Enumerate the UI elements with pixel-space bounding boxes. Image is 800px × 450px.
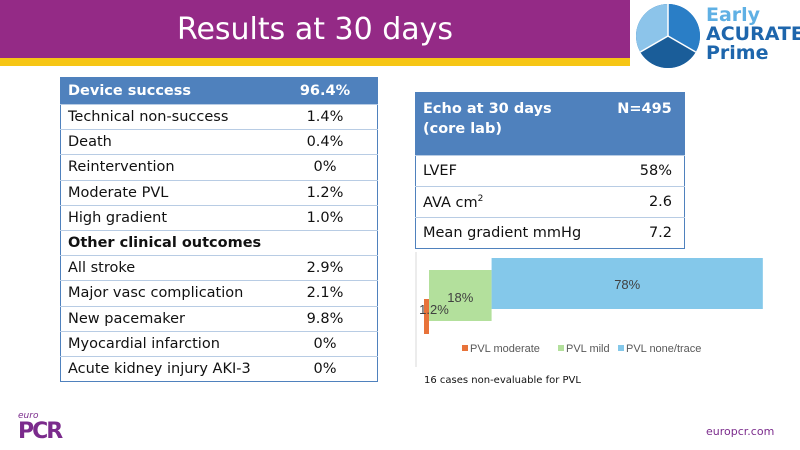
row-label-text: AVA cm — [423, 194, 478, 211]
table-row: High gradient 1.0% — [60, 204, 378, 231]
row-value: 2.9% — [273, 255, 378, 281]
website-link[interactable]: europcr.com — [706, 425, 775, 438]
early-acurate-prime-logo: Early ACURATE Prime — [634, 2, 800, 70]
header-value: 96.4% — [273, 77, 378, 105]
legend-swatch — [462, 345, 468, 351]
logo-line-early: Early — [706, 4, 761, 26]
row-label: Reintervention — [60, 154, 273, 181]
section-label: Other clinical outcomes — [60, 229, 273, 256]
row-label: AVA cm2 — [415, 186, 605, 218]
row-label: New pacemaker — [60, 305, 273, 332]
header-label: Device success — [60, 77, 273, 105]
legend-label: PVL mild — [566, 343, 610, 355]
legend-label: PVL moderate — [470, 343, 540, 355]
row-value: 0.4% — [273, 129, 378, 155]
echo-header-value: N=495 — [605, 92, 685, 156]
row-label: LVEF — [415, 155, 605, 187]
row-value: 1.4% — [273, 103, 378, 130]
legend-swatch — [618, 345, 624, 351]
row-value: 58% — [605, 155, 685, 187]
table-row: Mean gradient mmHg 7.2 — [415, 217, 685, 249]
data-label: 1.2% — [419, 302, 449, 317]
europcr-logo: euro PCR — [18, 411, 63, 444]
legend-label: PVL none/trace — [626, 343, 701, 355]
table-row: Death 0.4% — [60, 129, 378, 155]
logo-euro-text: euro — [18, 411, 39, 421]
title-bar — [0, 0, 630, 58]
table-row: Moderate PVL 1.2% — [60, 179, 378, 206]
row-label: Technical non-success — [60, 103, 273, 130]
row-label: Acute kidney injury AKI-3 — [60, 355, 273, 382]
row-value: 9.8% — [273, 305, 378, 332]
row-value: 2.6 — [605, 186, 685, 218]
logo-line-prime: Prime — [706, 42, 769, 64]
data-label: 78% — [614, 277, 640, 292]
table-header-row: Device success 96.4% — [60, 77, 378, 105]
row-value: 1.0% — [273, 204, 378, 231]
table-row: LVEF 58% — [415, 155, 685, 187]
row-value: 7.2 — [605, 217, 685, 249]
bar-pvl-none-trace — [491, 258, 763, 309]
row-label: All stroke — [60, 255, 273, 281]
echo-header-row: Echo at 30 days (core lab) N=495 — [415, 92, 685, 156]
row-value: 1.2% — [273, 179, 378, 206]
chart-footnote: 16 cases non-evaluable for PVL — [424, 375, 581, 386]
section-header-row: Other clinical outcomes — [60, 229, 378, 256]
pie-logo-icon — [636, 4, 700, 68]
echo-table: Echo at 30 days (core lab) N=495 LVEF 58%… — [415, 92, 685, 249]
table-row: Technical non-success 1.4% — [60, 103, 378, 130]
echo-header-label: Echo at 30 days (core lab) — [415, 92, 605, 156]
data-label: 18% — [447, 290, 473, 305]
table-row: New pacemaker 9.8% — [60, 305, 378, 332]
table-row: Reintervention 0% — [60, 154, 378, 181]
logo-line-acurate: ACURATE — [706, 23, 800, 45]
row-label: Moderate PVL — [60, 179, 273, 206]
outcomes-table: Device success 96.4% Technical non-succe… — [60, 77, 378, 383]
row-value: 0% — [273, 330, 378, 357]
row-value: 2.1% — [273, 280, 378, 306]
table-row: AVA cm2 2.6 — [415, 186, 685, 218]
row-label: High gradient — [60, 204, 273, 231]
table-row: All stroke 2.9% — [60, 255, 378, 281]
title-underline — [0, 58, 630, 66]
table-row: Acute kidney injury AKI-3 0% — [60, 355, 378, 382]
row-label: Myocardial infarction — [60, 330, 273, 357]
section-value — [273, 229, 378, 256]
logo-pcr-text: PCR — [18, 419, 63, 444]
row-value: 0% — [273, 154, 378, 181]
row-value: 0% — [273, 355, 378, 382]
legend-swatch — [558, 345, 564, 351]
row-label: Mean gradient mmHg — [415, 217, 605, 249]
bar-pvl-mild — [429, 270, 492, 321]
table-row: Major vasc complication 2.1% — [60, 280, 378, 306]
row-label: Death — [60, 129, 273, 155]
logo-text: Early ACURATE Prime — [706, 6, 800, 63]
row-label: Major vasc complication — [60, 280, 273, 306]
bar-pvl-moderate — [424, 299, 429, 334]
pvl-stacked-bar-chart: 1.2%18% 78% PVL moderate PVL mild PVL none/… — [415, 252, 763, 367]
table-row: Myocardial infarction 0% — [60, 330, 378, 357]
superscript: 2 — [477, 193, 484, 204]
page-title: Results at 30 days — [176, 12, 454, 47]
